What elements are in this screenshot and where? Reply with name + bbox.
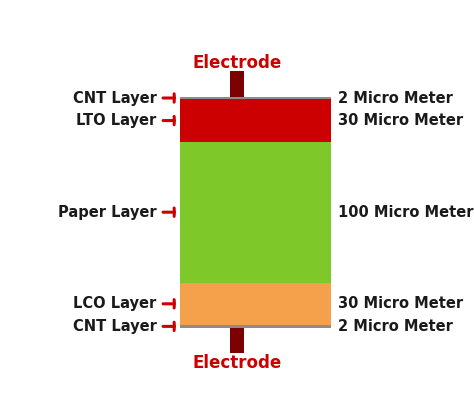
Bar xyxy=(181,325,331,328)
Text: Electrode: Electrode xyxy=(193,354,282,372)
Text: 2 Micro Meter: 2 Micro Meter xyxy=(338,319,453,334)
Text: 100 Micro Meter: 100 Micro Meter xyxy=(338,205,474,220)
Bar xyxy=(230,71,245,354)
Text: LTO Layer: LTO Layer xyxy=(76,113,156,128)
Bar xyxy=(181,99,331,142)
Bar xyxy=(181,283,331,325)
Text: 30 Micro Meter: 30 Micro Meter xyxy=(338,296,464,311)
Bar xyxy=(181,97,331,99)
Text: Paper Layer: Paper Layer xyxy=(58,205,156,220)
Text: CNT Layer: CNT Layer xyxy=(73,90,156,106)
Bar xyxy=(181,142,331,283)
Text: CNT Layer: CNT Layer xyxy=(73,319,156,334)
Text: Electrode: Electrode xyxy=(193,54,282,72)
Text: 2 Micro Meter: 2 Micro Meter xyxy=(338,90,453,106)
Text: LCO Layer: LCO Layer xyxy=(73,296,156,311)
Text: 30 Micro Meter: 30 Micro Meter xyxy=(338,113,464,128)
